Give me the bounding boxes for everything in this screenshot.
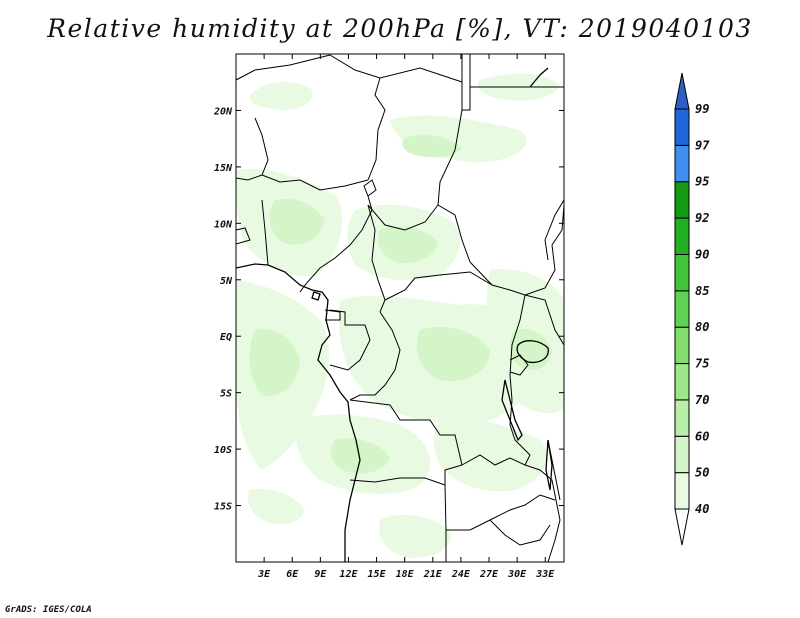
humidity-patch-congo-core bbox=[416, 326, 490, 382]
humidity-patch-east-core bbox=[510, 328, 552, 371]
border-south-sudan-drc bbox=[469, 261, 526, 296]
humidity-patch-sudan-core bbox=[402, 135, 462, 158]
coast-lake-malawi bbox=[545, 439, 553, 491]
border-angola-namibia bbox=[349, 477, 446, 486]
colorbar-label: 40 bbox=[695, 502, 709, 516]
colorbar-segment-85 bbox=[674, 253, 690, 292]
y-tick-label: 5N bbox=[220, 276, 233, 287]
y-tick-label: 10N bbox=[214, 219, 233, 230]
grads-credit: GrADS: IGES/COLA bbox=[5, 605, 92, 615]
colorbar-segment-40 bbox=[674, 472, 690, 510]
border-zambia-south bbox=[446, 494, 556, 531]
humidity-patch-south bbox=[379, 514, 451, 558]
x-tick-label: 24E bbox=[451, 569, 471, 580]
colorbar-label: 75 bbox=[695, 357, 709, 371]
y-tick-label: 15N bbox=[214, 163, 233, 174]
colorbar-label: 92 bbox=[695, 211, 709, 225]
border-niger-libya bbox=[329, 54, 463, 83]
plot-frame bbox=[235, 53, 565, 563]
colorbar-label: 50 bbox=[695, 466, 709, 480]
border-chad-car bbox=[367, 204, 439, 231]
border-car-drc bbox=[384, 271, 493, 301]
border-egypt-sudan bbox=[462, 54, 471, 111]
coastlines bbox=[236, 67, 553, 562]
colorbar-segment-75 bbox=[674, 326, 690, 365]
colorbar-over-arrow bbox=[674, 72, 690, 110]
y-axis: 20N 15N 10N 5N EQ 5S 10S 15S bbox=[213, 106, 564, 513]
coast-lake-tanganyika bbox=[501, 379, 523, 442]
x-tick-label: 18E bbox=[396, 569, 415, 580]
humidity-patch-west-core bbox=[269, 198, 325, 245]
border-angola-zambia bbox=[444, 464, 463, 531]
map-title: Relative humidity at 200hPa [%], VT: 201… bbox=[47, 14, 753, 43]
country-borders bbox=[236, 54, 564, 562]
colorbar-segment-90 bbox=[674, 217, 690, 255]
border-south-sudan-ethiopia bbox=[524, 204, 564, 296]
y-tick-label: 5S bbox=[220, 389, 232, 400]
colorbar-segment-92 bbox=[674, 181, 690, 219]
coast-bioko bbox=[311, 291, 321, 301]
colorbar-label: 95 bbox=[695, 175, 709, 189]
border-mali-niger bbox=[236, 117, 269, 181]
x-tick-label: 15E bbox=[368, 569, 387, 580]
coast-lake-victoria bbox=[516, 340, 549, 364]
y-tick-label: 15S bbox=[214, 502, 232, 513]
border-uganda-kenya bbox=[524, 294, 564, 346]
coast-red-sea bbox=[529, 67, 549, 88]
colorbar-label: 97 bbox=[695, 138, 710, 152]
border-tanzania-mozambique bbox=[524, 464, 561, 562]
border-west-africa bbox=[236, 227, 251, 245]
colorbar-segment-50 bbox=[674, 435, 690, 474]
border-algeria-niger bbox=[236, 54, 331, 81]
border-drc-east bbox=[509, 294, 526, 441]
x-tick-label: 27E bbox=[479, 569, 499, 580]
humidity-field bbox=[236, 73, 564, 558]
humidity-patch-gulf-core bbox=[249, 329, 300, 396]
border-nigeria-benin bbox=[261, 199, 269, 266]
colorbar-segment-80 bbox=[674, 290, 690, 328]
colorbar-label: 70 bbox=[695, 393, 709, 407]
colorbar-segment-70 bbox=[674, 363, 690, 401]
border-congo-drc bbox=[349, 311, 401, 401]
x-tick-label: 33E bbox=[535, 569, 555, 580]
border-niger-nigeria bbox=[261, 174, 369, 191]
border-sudan-ethiopia bbox=[544, 199, 564, 261]
x-tick-label: 30E bbox=[507, 569, 527, 580]
x-tick-label: 3E bbox=[257, 569, 271, 580]
humidity-patch-zambia bbox=[434, 418, 547, 492]
humidity-patch-angola-core bbox=[330, 438, 390, 474]
colorbar-label: 60 bbox=[695, 429, 709, 443]
colorbar-label: 90 bbox=[695, 247, 709, 261]
border-equatorial-guinea bbox=[324, 309, 341, 321]
colorbar-under-arrow bbox=[674, 508, 690, 546]
humidity-patch-southwest bbox=[248, 488, 305, 525]
colorbar-label: 80 bbox=[695, 320, 709, 334]
colorbar-segment-60 bbox=[674, 399, 690, 437]
colorbar: 40 50 60 70 75 80 85 90 92 95 97 99 bbox=[674, 72, 710, 546]
y-tick-label: 10S bbox=[214, 445, 232, 456]
coast-gulf-of-guinea bbox=[236, 263, 361, 562]
x-axis: 3E 6E 9E 12E 15E 18E 21E 24E 27E 30E 33E bbox=[257, 54, 555, 580]
border-lake-chad bbox=[363, 179, 377, 197]
x-tick-label: 21E bbox=[423, 569, 443, 580]
border-drc-zambia bbox=[461, 439, 531, 466]
y-tick-label: 20N bbox=[213, 106, 233, 117]
border-cameroon-car bbox=[367, 204, 386, 313]
border-congo-gabon bbox=[329, 309, 371, 371]
humidity-patch-north-sahel bbox=[249, 81, 313, 111]
colorbar-segment-97 bbox=[674, 108, 690, 146]
x-tick-label: 12E bbox=[339, 569, 358, 580]
colorbar-segment-95 bbox=[674, 144, 690, 183]
colorbar-label: 85 bbox=[695, 284, 709, 298]
x-tick-label: 6E bbox=[286, 569, 299, 580]
y-tick-label: EQ bbox=[220, 332, 232, 343]
border-rwanda-burundi bbox=[509, 354, 529, 376]
humidity-patch-central-core bbox=[377, 226, 438, 264]
border-niger-chad bbox=[367, 77, 386, 181]
border-zimbabwe bbox=[489, 519, 551, 546]
border-drc-angola bbox=[349, 399, 463, 466]
x-tick-label: 9E bbox=[314, 569, 327, 580]
colorbar-label: 99 bbox=[695, 102, 709, 116]
